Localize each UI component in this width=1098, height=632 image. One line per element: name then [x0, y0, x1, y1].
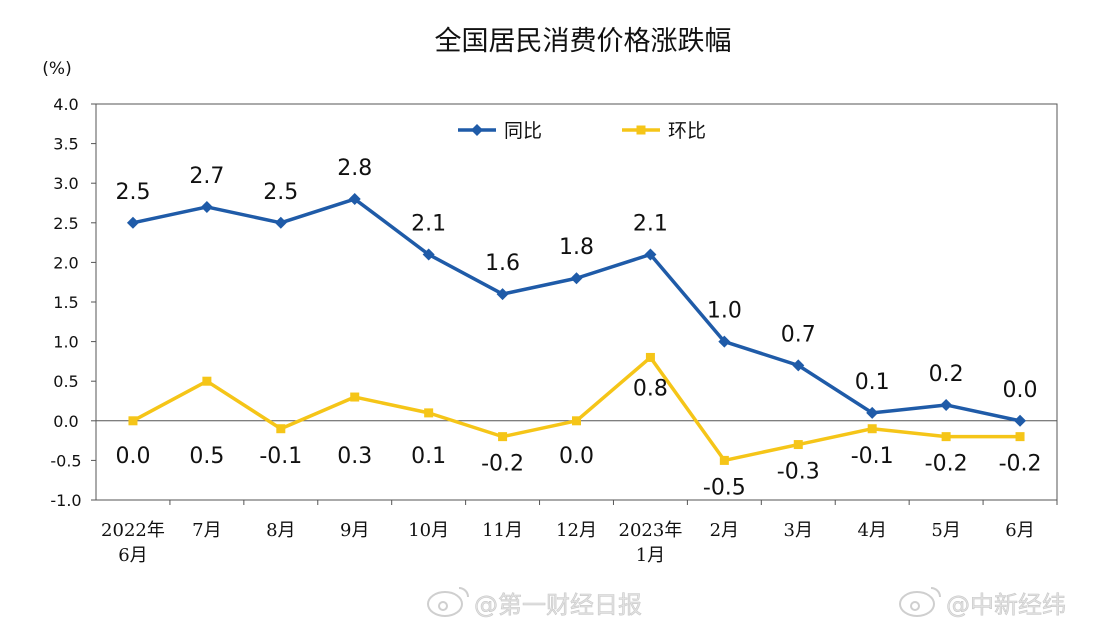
y-tick-label: 3.0: [53, 174, 78, 193]
data-point-mom: [424, 408, 434, 418]
data-label-yoy: 0.1: [855, 370, 890, 395]
x-tick-label: 2月: [710, 520, 739, 541]
data-point-yoy: [940, 398, 953, 411]
y-tick-label: 2.0: [53, 253, 78, 272]
data-label-mom: 0.5: [189, 444, 224, 469]
x-tick-label: 6月: [118, 545, 147, 566]
data-label-mom: 0.0: [115, 444, 150, 469]
data-point-mom: [202, 376, 212, 386]
y-tick-label: 0.5: [53, 372, 78, 391]
x-tick-label: 4月: [857, 520, 886, 541]
data-labels-layer: 2.5 2.7 2.5 2.8 2.1 1.6 1.8 2.1 1.0 0.7 0.1 0.2 0.0 0…: [115, 156, 1041, 500]
y-axis-ticks: 4.0 3.5 3.0 2.5 2.0 1.5 1.0 0.5 0.0 -0.5 -1.0: [50, 95, 96, 510]
y-tick-label: 4.0: [53, 95, 78, 114]
legend-label: 同比: [504, 120, 542, 142]
data-label-yoy: 1.6: [485, 251, 520, 276]
data-point-yoy: [126, 216, 139, 229]
y-tick-label: 3.5: [53, 135, 78, 154]
watermark-right-text: @中新经纬: [946, 591, 1066, 619]
data-point-mom: [498, 432, 508, 442]
data-point-yoy: [718, 335, 731, 348]
watermarks: @第一财经日报 @中新经纬: [427, 587, 1066, 619]
data-point-mom: [941, 432, 951, 442]
data-label-mom: -0.2: [999, 452, 1042, 477]
data-point-mom: [1015, 432, 1025, 442]
data-label-mom: 0.8: [633, 376, 668, 401]
data-point-yoy: [422, 248, 435, 261]
x-axis-ticks: 2022年 6月 7月 8月 9月 10月 11月 12月 2023年 1月 2月 3月 4月 5月 6月: [101, 500, 1058, 566]
data-label-mom: -0.2: [481, 452, 524, 477]
data-point-mom: [276, 424, 286, 434]
data-label-yoy: 2.8: [337, 156, 372, 181]
x-tick-label: 2023年: [619, 520, 683, 541]
data-label-mom: 0.0: [559, 444, 594, 469]
data-point-mom: [350, 392, 360, 402]
x-tick-label: 9月: [340, 520, 369, 541]
data-label-mom: 0.3: [337, 444, 372, 469]
x-tick-label: 7月: [192, 520, 221, 541]
data-point-mom: [793, 440, 803, 450]
data-label-yoy: 0.7: [781, 322, 816, 347]
data-label-yoy: 0.2: [929, 362, 964, 387]
x-tick-label: 5月: [931, 520, 960, 541]
data-point-yoy: [866, 406, 879, 419]
data-label-mom: -0.3: [777, 460, 820, 485]
legend-label: 环比: [668, 120, 706, 142]
y-tick-label: 1.5: [53, 293, 78, 312]
data-point-yoy: [792, 359, 805, 372]
x-tick-label: 3月: [784, 520, 813, 541]
x-tick-label: 12月: [556, 520, 597, 541]
data-point-mom: [719, 455, 729, 465]
data-point-yoy: [1014, 414, 1027, 427]
data-point-mom: [572, 416, 581, 426]
y-tick-label: 2.5: [53, 214, 78, 233]
data-point-yoy: [200, 200, 213, 213]
data-label-yoy: 1.8: [559, 235, 594, 260]
watermark-left-text: @第一财经日报: [474, 591, 642, 619]
x-tick-label: 8月: [266, 520, 295, 541]
legend-marker-square: [636, 125, 646, 135]
weibo-logo-icon: [899, 587, 941, 617]
data-label-mom: -0.1: [851, 444, 894, 469]
data-point-yoy: [274, 216, 287, 229]
y-tick-label: 1.0: [53, 333, 78, 352]
data-label-mom: 0.1: [411, 444, 446, 469]
data-label-mom: -0.5: [703, 475, 746, 500]
data-label-yoy: 2.7: [189, 164, 224, 189]
x-tick-label: 6月: [1005, 520, 1034, 541]
data-point-yoy: [348, 193, 361, 206]
plot-area-frame: [95, 103, 1058, 501]
x-tick-label: 11月: [482, 520, 523, 541]
data-point-mom: [128, 416, 138, 426]
data-label-yoy: 0.0: [1003, 378, 1038, 403]
data-label-mom: -0.1: [259, 444, 302, 469]
data-point-yoy: [644, 248, 657, 261]
chart-title: 全国居民消费价格涨跌幅: [435, 26, 732, 57]
data-label-yoy: 2.5: [115, 180, 150, 205]
y-tick-label: -0.5: [50, 451, 81, 470]
x-tick-label: 1月: [636, 545, 665, 566]
x-tick-label: 10月: [408, 520, 449, 541]
data-label-yoy: 1.0: [707, 299, 742, 324]
data-point-yoy: [496, 288, 509, 301]
legend: 同比 环比: [458, 120, 706, 142]
data-label-mom: -0.2: [925, 452, 968, 477]
weibo-logo-icon: [427, 587, 469, 617]
data-point-mom: [645, 352, 655, 362]
data-point-yoy: [570, 272, 583, 285]
y-tick-label: 0.0: [53, 412, 78, 431]
x-tick-label: 2022年: [101, 520, 165, 541]
data-label-yoy: 2.5: [263, 180, 298, 205]
legend-marker-diamond: [471, 124, 483, 136]
y-axis-unit-label: (%): [42, 59, 71, 79]
data-label-yoy: 2.1: [633, 211, 668, 236]
y-tick-label: -1.0: [50, 491, 81, 510]
data-point-mom: [867, 424, 877, 434]
series-layer: [126, 193, 1027, 465]
data-label-yoy: 2.1: [411, 211, 446, 236]
